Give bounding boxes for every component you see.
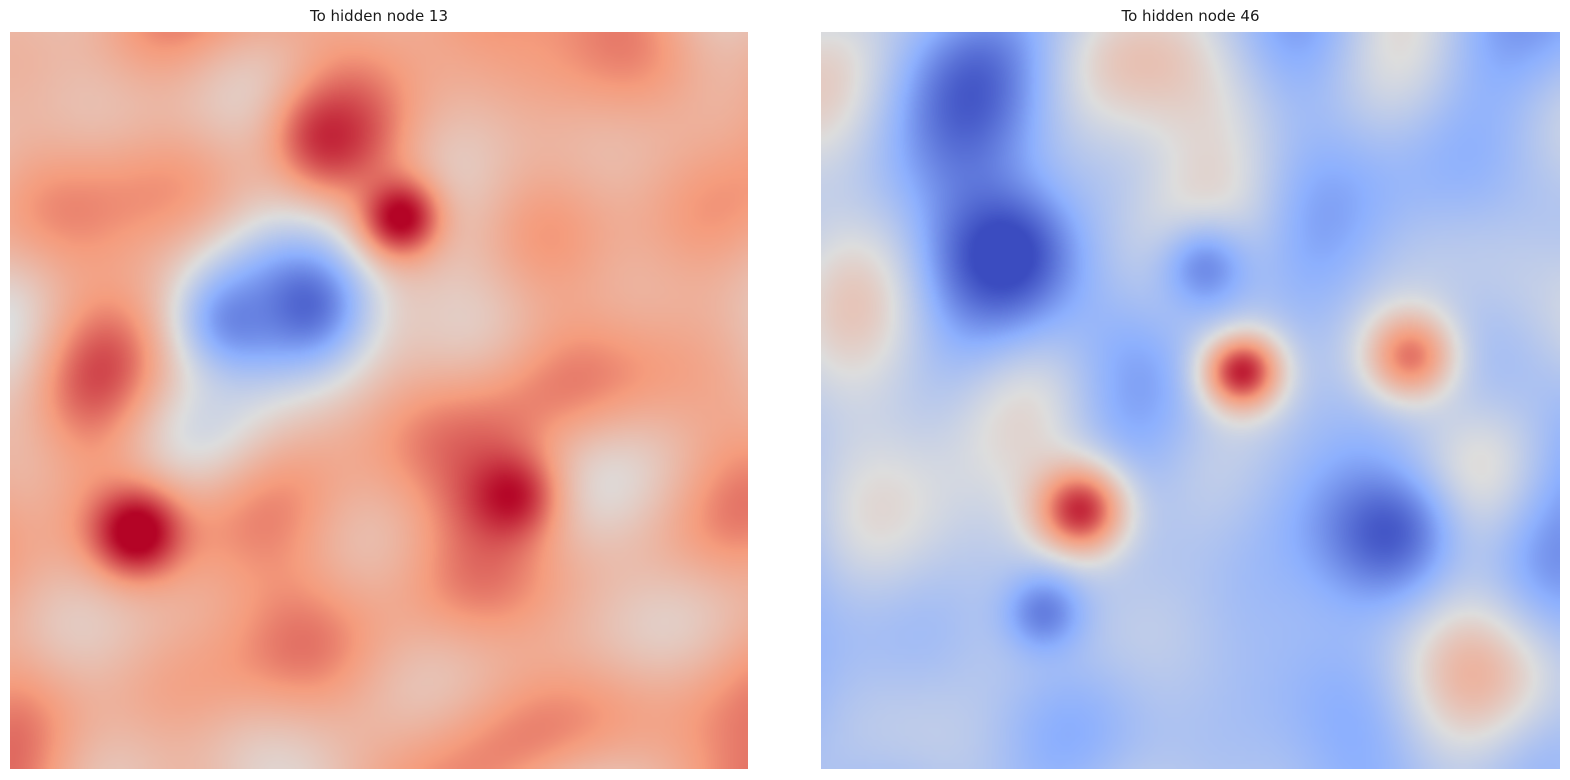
chart-title-right: To hidden node 46 — [1121, 7, 1260, 25]
heatmap-canvas-left — [10, 32, 748, 769]
chart-title-left: To hidden node 13 — [309, 7, 449, 25]
heatmap-canvas-right — [821, 32, 1560, 769]
